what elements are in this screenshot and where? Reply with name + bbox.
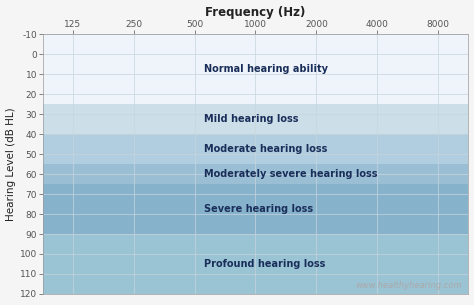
Text: Moderately severe hearing loss: Moderately severe hearing loss — [204, 169, 378, 179]
Text: Mild hearing loss: Mild hearing loss — [204, 114, 299, 124]
Text: Profound hearing loss: Profound hearing loss — [204, 259, 326, 269]
Bar — [43, 134, 468, 164]
Text: Severe hearing loss: Severe hearing loss — [204, 204, 313, 214]
Y-axis label: Hearing Level (dB HL): Hearing Level (dB HL) — [6, 107, 16, 221]
Bar — [43, 184, 468, 234]
Bar — [43, 164, 468, 184]
X-axis label: Frequency (Hz): Frequency (Hz) — [205, 5, 306, 19]
Text: Normal hearing ability: Normal hearing ability — [204, 64, 328, 74]
Bar — [43, 104, 468, 134]
Bar — [43, 234, 468, 294]
Text: Moderate hearing loss: Moderate hearing loss — [204, 144, 328, 154]
Bar — [43, 34, 468, 104]
Text: www.healthyhearing.com: www.healthyhearing.com — [356, 281, 462, 290]
